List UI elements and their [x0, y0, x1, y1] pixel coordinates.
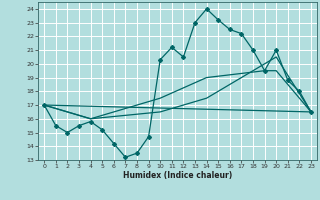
X-axis label: Humidex (Indice chaleur): Humidex (Indice chaleur): [123, 171, 232, 180]
